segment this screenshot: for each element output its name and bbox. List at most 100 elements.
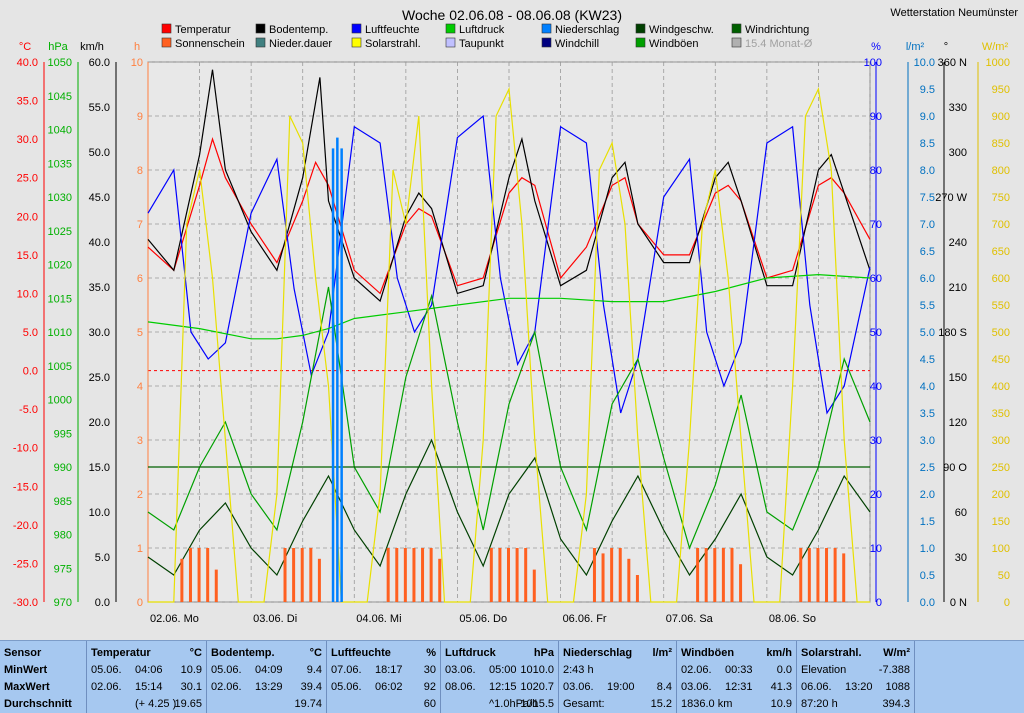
legend-label: Nieder.dauer: [269, 38, 332, 50]
y-tick-label: 0.0: [95, 597, 110, 609]
sunshine-bar: [489, 548, 493, 602]
y-tick-label: -25.0: [13, 558, 38, 570]
sunshine-bar: [429, 548, 433, 602]
y-tick-label: 25.0: [89, 372, 110, 384]
x-tick-label: 06.06. Fr: [563, 613, 607, 625]
sunshine-bar: [721, 548, 725, 602]
y-tick-label: 15.0: [89, 462, 110, 474]
sunshine-bar: [713, 548, 717, 602]
x-tick-label: 05.06. Do: [459, 613, 507, 625]
sunshine-bar: [412, 548, 416, 602]
y-tick-label: 400: [992, 381, 1010, 393]
legend-label: Sonnenschein: [175, 38, 245, 50]
y-tick-label: 20.0: [89, 417, 110, 429]
sunshine-bar: [524, 548, 528, 602]
y-tick-label: 1030: [48, 192, 72, 204]
stats-cell: 05.06. 06:02 92: [331, 681, 436, 693]
y-tick-label: 9: [137, 111, 143, 123]
axis-unit: %: [871, 41, 881, 53]
sunshine-bar: [292, 548, 296, 602]
stats-row-label: Sensor: [4, 647, 42, 659]
stats-cell: 03.06. 19:00 8.4: [563, 681, 672, 693]
y-tick-label: 850: [992, 138, 1010, 150]
y-tick-label: 1025: [48, 226, 72, 238]
y-tick-label: 200: [992, 489, 1010, 501]
sunshine-bar: [618, 548, 622, 602]
stats-cell: 02.06. 15:14 30.1: [91, 681, 202, 693]
sunshine-bar: [739, 564, 743, 602]
sunshine-bar: [627, 558, 631, 602]
stats-cell: 2:43 h: [563, 664, 594, 676]
y-tick-label: 60.0: [89, 57, 110, 69]
y-tick-label: -20.0: [13, 520, 38, 532]
y-tick-label: 1005: [48, 361, 72, 373]
sunshine-bar: [704, 548, 708, 602]
legend-label: 15.4 Monat-Ø: [745, 38, 813, 50]
sunshine-bar: [592, 548, 596, 602]
legend-label: Windchill: [555, 38, 599, 50]
stats-header: Solarstrahl. W/m²: [801, 647, 910, 659]
sunshine-bar: [283, 548, 287, 602]
y-tick-label: 975: [54, 563, 72, 575]
sunshine-bar: [395, 548, 399, 602]
sunshine-bar: [309, 548, 313, 602]
y-tick-label: -5.0: [19, 404, 38, 416]
y-tick-label: 1.0: [920, 543, 935, 555]
axis-unit: l/m²: [906, 41, 925, 53]
stats-cell: 19.74: [294, 698, 322, 710]
y-tick-label: 7.5: [920, 192, 935, 204]
y-tick-label: 10.0: [914, 57, 935, 69]
y-tick-label: 6.0: [920, 273, 935, 285]
y-tick-label: 970: [54, 597, 72, 609]
legend-swatch: [445, 37, 456, 48]
sunshine-bar: [515, 548, 519, 602]
y-tick-label: 995: [54, 428, 72, 440]
y-tick-label: 300: [992, 435, 1010, 447]
y-tick-label: 150: [949, 372, 967, 384]
y-tick-label: 45.0: [89, 192, 110, 204]
y-tick-label: 1: [137, 543, 143, 555]
y-tick-label: 10.0: [17, 288, 38, 300]
stats-cell: 06.06. 13:20 1088: [801, 681, 910, 693]
y-tick-label: 10: [131, 57, 143, 69]
legend-label: Niederschlag: [555, 24, 619, 36]
x-tick-label: 02.06. Mo: [150, 613, 199, 625]
stats-label-column: Sensor MinWert MaxWert Durchschnitt: [0, 641, 86, 713]
series-line-solarstrahl: [148, 86, 870, 603]
y-tick-label: 60: [955, 507, 967, 519]
stats-header: Luftfeuchte%: [331, 647, 436, 659]
legend-swatch: [161, 37, 172, 48]
y-tick-label: -10.0: [13, 443, 38, 455]
y-tick-label: 8.0: [920, 165, 935, 177]
y-tick-label: 5: [137, 327, 143, 339]
legend: Temperatur Bodentemp. Luftfeuchte Luftdruck…: [161, 23, 813, 50]
stats-column: Luftdruck hPa 03.06. 05:00 1010.0 08.06. 12:15…: [440, 641, 558, 713]
y-tick-label: 900: [992, 111, 1010, 123]
y-tick-label: 50.0: [89, 147, 110, 159]
sunshine-bar: [635, 575, 639, 602]
y-tick-label: 950: [992, 84, 1010, 96]
legend-swatch: [541, 23, 552, 34]
y-tick-label: 40.0: [89, 237, 110, 249]
y-tick-label: 0: [876, 597, 882, 609]
stats-column: Temperatur °C 05.06. 04:06 10.9 02.06. 15:14 30…: [86, 641, 206, 713]
legend-swatch: [445, 23, 456, 34]
y-tick-label: 4.5: [920, 354, 935, 366]
stats-header: Windböen km/h: [681, 647, 792, 659]
axis-unit: W/m²: [982, 41, 1009, 53]
stats-column: Bodentemp. °C 05.06. 04:09 9.4 02.06. 13:29 39.…: [206, 641, 326, 713]
sunshine-bar: [730, 548, 734, 602]
stats-header: Temperatur °C: [91, 647, 202, 659]
y-tick-label: 180 S: [938, 327, 967, 339]
y-tick-label: 360 N: [938, 57, 967, 69]
sunshine-bar: [214, 569, 218, 602]
stats-cell: ^1.0hPa/h 1015.5: [489, 698, 554, 710]
axis-unit: hPa: [48, 41, 68, 53]
y-tick-label: 35.0: [89, 282, 110, 294]
axes: 02.06. Mo 03.06. Di 04.06. Mi 05.06. Do 06.0…: [13, 41, 1010, 625]
y-tick-label: 25.0: [17, 173, 38, 185]
y-tick-label: 1010: [48, 327, 72, 339]
y-tick-label: 150: [992, 516, 1010, 528]
y-tick-label: 3.0: [920, 435, 935, 447]
y-tick-label: 1000: [48, 395, 72, 407]
